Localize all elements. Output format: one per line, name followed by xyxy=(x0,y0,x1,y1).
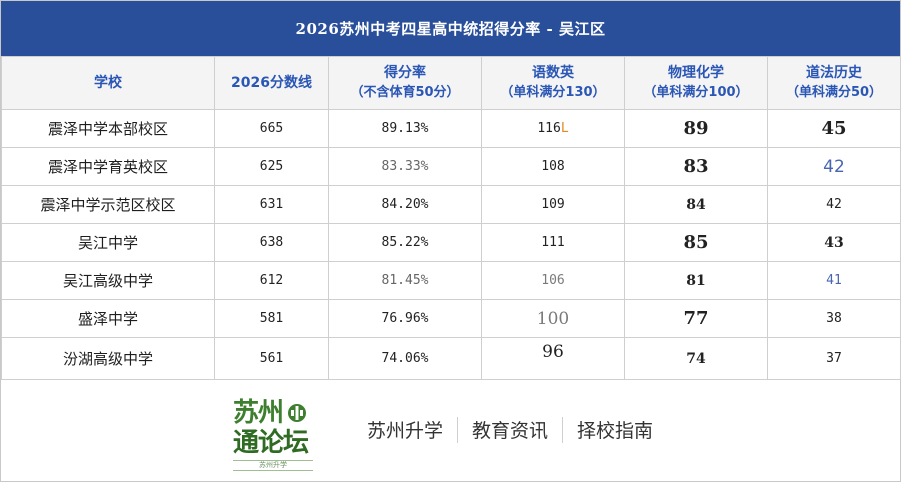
school-cell: 汾湖高级中学 xyxy=(1,337,215,380)
ywy-cell: 96 xyxy=(481,337,625,380)
rate-cell: 84.20% xyxy=(328,185,482,224)
sheet-title: 2026苏州中考四星高中统招得分率 - 吴江区 xyxy=(1,1,900,56)
rate-cell: 89.13% xyxy=(328,109,482,148)
wl-cell: 84 xyxy=(624,185,768,224)
header-school: 学校 xyxy=(1,56,215,110)
wl-cell: 85 xyxy=(624,223,768,262)
footer-links: 苏州升学 教育资讯 择校指南 xyxy=(367,416,653,443)
df-cell: 43 xyxy=(767,223,901,262)
rate-cell: 81.45% xyxy=(328,261,482,300)
ywy-cell: 100 xyxy=(481,299,625,338)
header-line: 2026分数线 xyxy=(214,56,329,110)
df-cell: 41 xyxy=(767,261,901,300)
ywy-cell: 111 xyxy=(481,223,625,262)
table-row: 吴江高级中学 612 81.45% 106 81 41 xyxy=(1,261,901,300)
wl-cell: 74 xyxy=(624,337,768,380)
school-cell: 震泽中学育英校区 xyxy=(1,147,215,186)
ywy-cell: 108 xyxy=(481,147,625,186)
header-ywy: 语数英 （单科满分130） xyxy=(481,56,625,110)
divider xyxy=(457,416,459,443)
logo-mark-icon xyxy=(288,404,307,422)
school-cell: 吴江高级中学 xyxy=(1,261,215,300)
line-cell: 581 xyxy=(214,299,329,338)
line-cell: 625 xyxy=(214,147,329,186)
header-rate: 得分率 （不含体育50分） xyxy=(328,56,482,110)
rate-cell: 83.33% xyxy=(328,147,482,186)
rate-cell: 85.22% xyxy=(328,223,482,262)
df-cell: 38 xyxy=(767,299,901,338)
brand-logo: 苏州 通论坛 苏州升学 xyxy=(233,398,333,471)
school-cell: 震泽中学本部校区 xyxy=(1,109,215,148)
header-df: 道法历史 （单科满分50） xyxy=(767,56,901,110)
footer-link-school-guide[interactable]: 择校指南 xyxy=(577,420,654,442)
wl-cell: 83 xyxy=(624,147,768,186)
line-cell: 665 xyxy=(214,109,329,148)
logo-text-top: 苏州 xyxy=(233,398,284,428)
ywy-suffix: L xyxy=(560,121,569,136)
df-cell: 42 xyxy=(767,185,901,224)
score-table: 学校 2026分数线 得分率 （不含体育50分） 语数英 （单科满分130） 物理化… xyxy=(1,56,901,380)
table-row: 盛泽中学 581 76.96% 100 77 38 xyxy=(1,299,901,338)
line-cell: 612 xyxy=(214,261,329,300)
ywy-cell: 116L xyxy=(481,109,625,148)
table-row: 汾湖高级中学 561 74.06% 96 74 37 xyxy=(1,337,901,380)
table-row: 震泽中学示范区校区 631 84.20% 109 84 42 xyxy=(1,185,901,224)
df-cell: 37 xyxy=(767,337,901,380)
school-cell: 震泽中学示范区校区 xyxy=(1,185,215,224)
footer: 苏州 通论坛 苏州升学 苏州升学 教育资讯 择校指南 xyxy=(1,380,900,486)
table-row: 震泽中学育英校区 625 83.33% 108 83 42 xyxy=(1,147,901,186)
divider xyxy=(562,416,564,443)
header-wl: 物理化学 （单科满分100） xyxy=(624,56,768,110)
wl-cell: 77 xyxy=(624,299,768,338)
table-row: 震泽中学本部校区 665 89.13% 116L 89 45 xyxy=(1,109,901,148)
logo-text-bottom: 通论坛 xyxy=(233,428,309,458)
table-header-row: 学校 2026分数线 得分率 （不含体育50分） 语数英 （单科满分130） 物理化… xyxy=(1,56,901,110)
ywy-cell: 109 xyxy=(481,185,625,224)
ywy-cell: 106 xyxy=(481,261,625,300)
school-cell: 盛泽中学 xyxy=(1,299,215,338)
rate-cell: 76.96% xyxy=(328,299,482,338)
line-cell: 638 xyxy=(214,223,329,262)
line-cell: 631 xyxy=(214,185,329,224)
rate-cell: 74.06% xyxy=(328,337,482,380)
line-cell: 561 xyxy=(214,337,329,380)
footer-link-education-news[interactable]: 教育资讯 xyxy=(472,420,549,442)
footer-link-suzhou-shengxue[interactable]: 苏州升学 xyxy=(367,420,444,442)
wl-cell: 89 xyxy=(624,109,768,148)
school-cell: 吴江中学 xyxy=(1,223,215,262)
logo-tagline: 苏州升学 xyxy=(233,460,313,471)
df-cell: 42 xyxy=(767,147,901,186)
table-row: 吴江中学 638 85.22% 111 85 43 xyxy=(1,223,901,262)
df-cell: 45 xyxy=(767,109,901,148)
wl-cell: 81 xyxy=(624,261,768,300)
